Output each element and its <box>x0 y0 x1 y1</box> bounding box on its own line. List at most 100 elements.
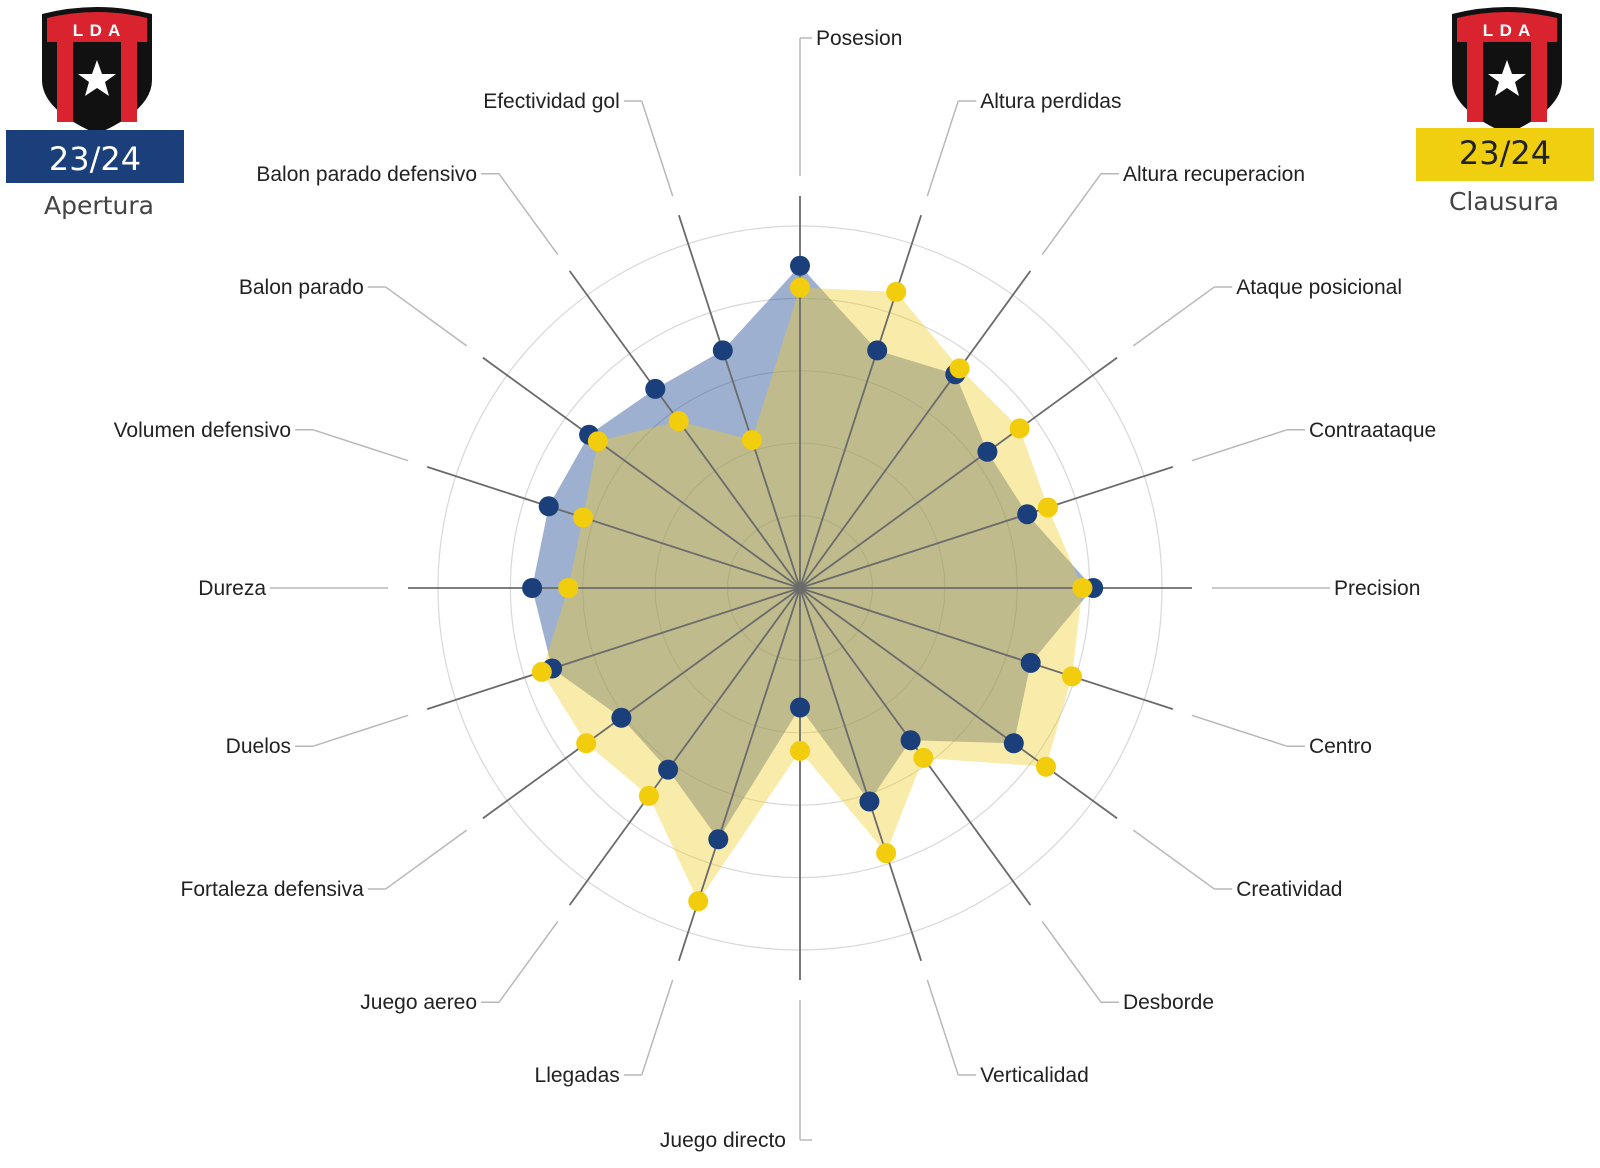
axis-leader <box>1191 429 1288 462</box>
axis-spoke <box>426 587 801 710</box>
data-point-apertura <box>522 578 543 598</box>
axis-spoke <box>568 587 801 906</box>
axis-label: Precision <box>1334 577 1420 600</box>
data-point-apertura <box>859 791 880 812</box>
season-label: 23/24 <box>49 140 141 178</box>
data-point-apertura <box>538 496 559 517</box>
axis-spoke <box>799 587 922 962</box>
axis-label: Volumen defensivo <box>114 419 291 442</box>
axis-label: Creatividad <box>1236 878 1342 901</box>
crest-letters: L D A <box>73 21 121 40</box>
data-point-clausura <box>949 358 970 379</box>
axis-label: Ataque posicional <box>1236 276 1402 299</box>
data-point-clausura <box>741 430 762 450</box>
tournament-label: Clausura <box>1449 187 1559 216</box>
data-point-clausura <box>668 411 689 432</box>
data-point-apertura <box>867 340 888 361</box>
axis-label: Altura perdidas <box>980 90 1121 113</box>
axis-spoke <box>799 587 1118 820</box>
data-point-apertura <box>658 759 679 780</box>
data-point-apertura <box>790 697 810 718</box>
series-area-apertura <box>532 265 1094 840</box>
axis-label: Balon parado defensivo <box>256 163 477 186</box>
axis-leader <box>498 173 559 256</box>
axis-leader <box>1191 714 1288 747</box>
axis-label: Desborde <box>1123 991 1214 1014</box>
axis-label: Fortaleza defensiva <box>181 878 365 901</box>
axis-leader <box>926 100 959 197</box>
data-point-clausura <box>913 747 934 768</box>
axis-spoke <box>799 356 1118 589</box>
axis-leader <box>641 100 674 197</box>
axis-spoke <box>426 466 801 589</box>
axis-leader <box>641 979 674 1076</box>
axis-leader <box>498 920 559 1003</box>
axis-leader <box>926 979 959 1076</box>
axis-leader <box>1132 829 1215 890</box>
tournament-label: Apertura <box>44 191 154 220</box>
axis-spoke <box>482 587 801 820</box>
axis-label: Llegadas <box>535 1064 620 1087</box>
axis-label: Centro <box>1309 735 1372 758</box>
lda-crest-icon: L D A <box>42 7 152 134</box>
axis-leader <box>312 714 409 747</box>
axis-spoke <box>482 356 801 589</box>
data-point-apertura <box>708 829 729 850</box>
axis-label: Dureza <box>198 577 266 600</box>
season-label: 23/24 <box>1459 134 1551 172</box>
data-point-apertura <box>1003 733 1024 754</box>
crest-letters: L D A <box>1483 21 1531 40</box>
data-point-clausura <box>1062 666 1082 687</box>
season-badge <box>6 130 184 183</box>
data-point-clausura <box>876 843 897 864</box>
data-point-clausura <box>1037 497 1058 518</box>
axis-label: Altura recuperacion <box>1123 163 1305 186</box>
axis-label: Efectividad gol <box>483 90 620 113</box>
data-point-apertura <box>790 255 810 276</box>
series-area-clausura <box>541 287 1083 902</box>
axis-label: Verticalidad <box>980 1064 1089 1087</box>
axis-label: Juego directo <box>660 1129 786 1152</box>
axis-leader <box>385 829 468 890</box>
data-point-apertura <box>977 441 998 462</box>
data-point-clausura <box>638 785 659 806</box>
data-point-apertura <box>900 730 921 751</box>
team-badge-clausura: L D A 23/24 Clausura <box>1416 7 1594 216</box>
axis-label: Posesion <box>816 27 902 50</box>
team-badge-apertura: L D A 23/24 Apertura <box>6 7 184 220</box>
data-point-clausura <box>790 277 810 298</box>
axis-label: Balon parado <box>239 276 364 299</box>
axis-label: Juego aereo <box>360 991 477 1014</box>
data-point-clausura <box>886 281 907 302</box>
axis-leader <box>385 286 468 347</box>
data-point-apertura <box>645 378 666 399</box>
data-point-apertura <box>712 340 733 361</box>
data-point-clausura <box>576 733 597 754</box>
axis-leader <box>1041 920 1102 1003</box>
data-point-apertura <box>611 707 632 728</box>
data-point-clausura <box>1009 418 1030 439</box>
data-point-clausura <box>1072 578 1093 598</box>
axis-spoke <box>799 270 1032 589</box>
lda-crest-icon: L D A <box>1452 7 1562 134</box>
axis-leader <box>1041 173 1102 256</box>
axis-spoke <box>799 587 1174 710</box>
data-point-clausura <box>688 891 709 912</box>
data-point-clausura <box>558 578 579 598</box>
axis-spoke <box>568 270 801 589</box>
axis-label: Duelos <box>226 735 291 758</box>
data-point-clausura <box>573 507 594 528</box>
axis-leader <box>312 429 409 462</box>
axis-label: Contraataque <box>1309 419 1436 442</box>
radar-plot-area: Posesion Altura perdidas Altura recuperaci… <box>114 27 1437 1152</box>
data-point-clausura <box>790 740 810 761</box>
data-point-clausura <box>531 661 552 682</box>
axis-spoke <box>799 466 1174 589</box>
data-point-clausura <box>1036 756 1056 777</box>
season-badge <box>1416 128 1594 181</box>
axis-spoke <box>799 214 922 589</box>
data-point-clausura <box>587 431 608 452</box>
data-point-apertura <box>1017 504 1038 525</box>
axis-leader <box>1132 286 1215 347</box>
